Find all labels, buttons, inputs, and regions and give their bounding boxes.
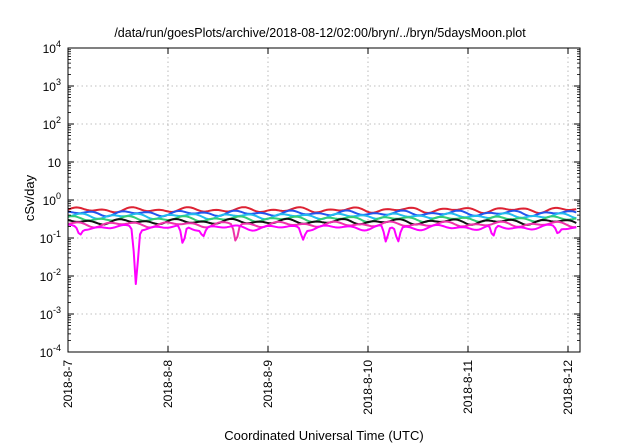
y-tick-label: 10-3 bbox=[40, 305, 61, 322]
x-tick-label: 2018-8-12 bbox=[561, 360, 575, 415]
x-axis-label: Coordinated Universal Time (UTC) bbox=[224, 428, 423, 443]
series-line bbox=[68, 223, 577, 285]
y-tick-label: 10 bbox=[48, 156, 62, 170]
y-tick-label: 10-1 bbox=[40, 229, 61, 246]
grid bbox=[68, 48, 580, 352]
x-tick-label: 2018-8-7 bbox=[61, 360, 75, 408]
y-tick-label: 10-2 bbox=[40, 267, 61, 284]
x-tick-label: 2018-8-8 bbox=[161, 360, 175, 408]
series-line bbox=[67, 217, 577, 226]
series-line bbox=[67, 209, 577, 218]
y-tick-label: 104 bbox=[43, 39, 61, 56]
x-tick-label: 2018-8-11 bbox=[461, 360, 475, 414]
x-tick-label: 2018-8-10 bbox=[361, 360, 375, 415]
y-tick-label: 102 bbox=[43, 115, 61, 132]
series-line bbox=[67, 215, 577, 224]
x-ticks: 2018-8-7 2018-8-8 2018-8-9 2018-8-10 2018-8-… bbox=[61, 48, 575, 415]
y-tick-label: 10-4 bbox=[40, 343, 61, 360]
y-tick-label: 100 bbox=[43, 191, 61, 208]
y-tick-label: 103 bbox=[43, 77, 61, 94]
chart-title: /data/run/goesPlots/archive/2018-08-12/0… bbox=[114, 26, 526, 40]
series-line bbox=[67, 206, 577, 215]
y-ticks: 10-4 10-3 10-2 10-1 100 10 102 103 104 bbox=[40, 39, 580, 360]
y-axis-label: cSv/day bbox=[22, 174, 37, 221]
x-tick-label: 2018-8-9 bbox=[261, 360, 275, 408]
series-layer bbox=[67, 206, 577, 285]
